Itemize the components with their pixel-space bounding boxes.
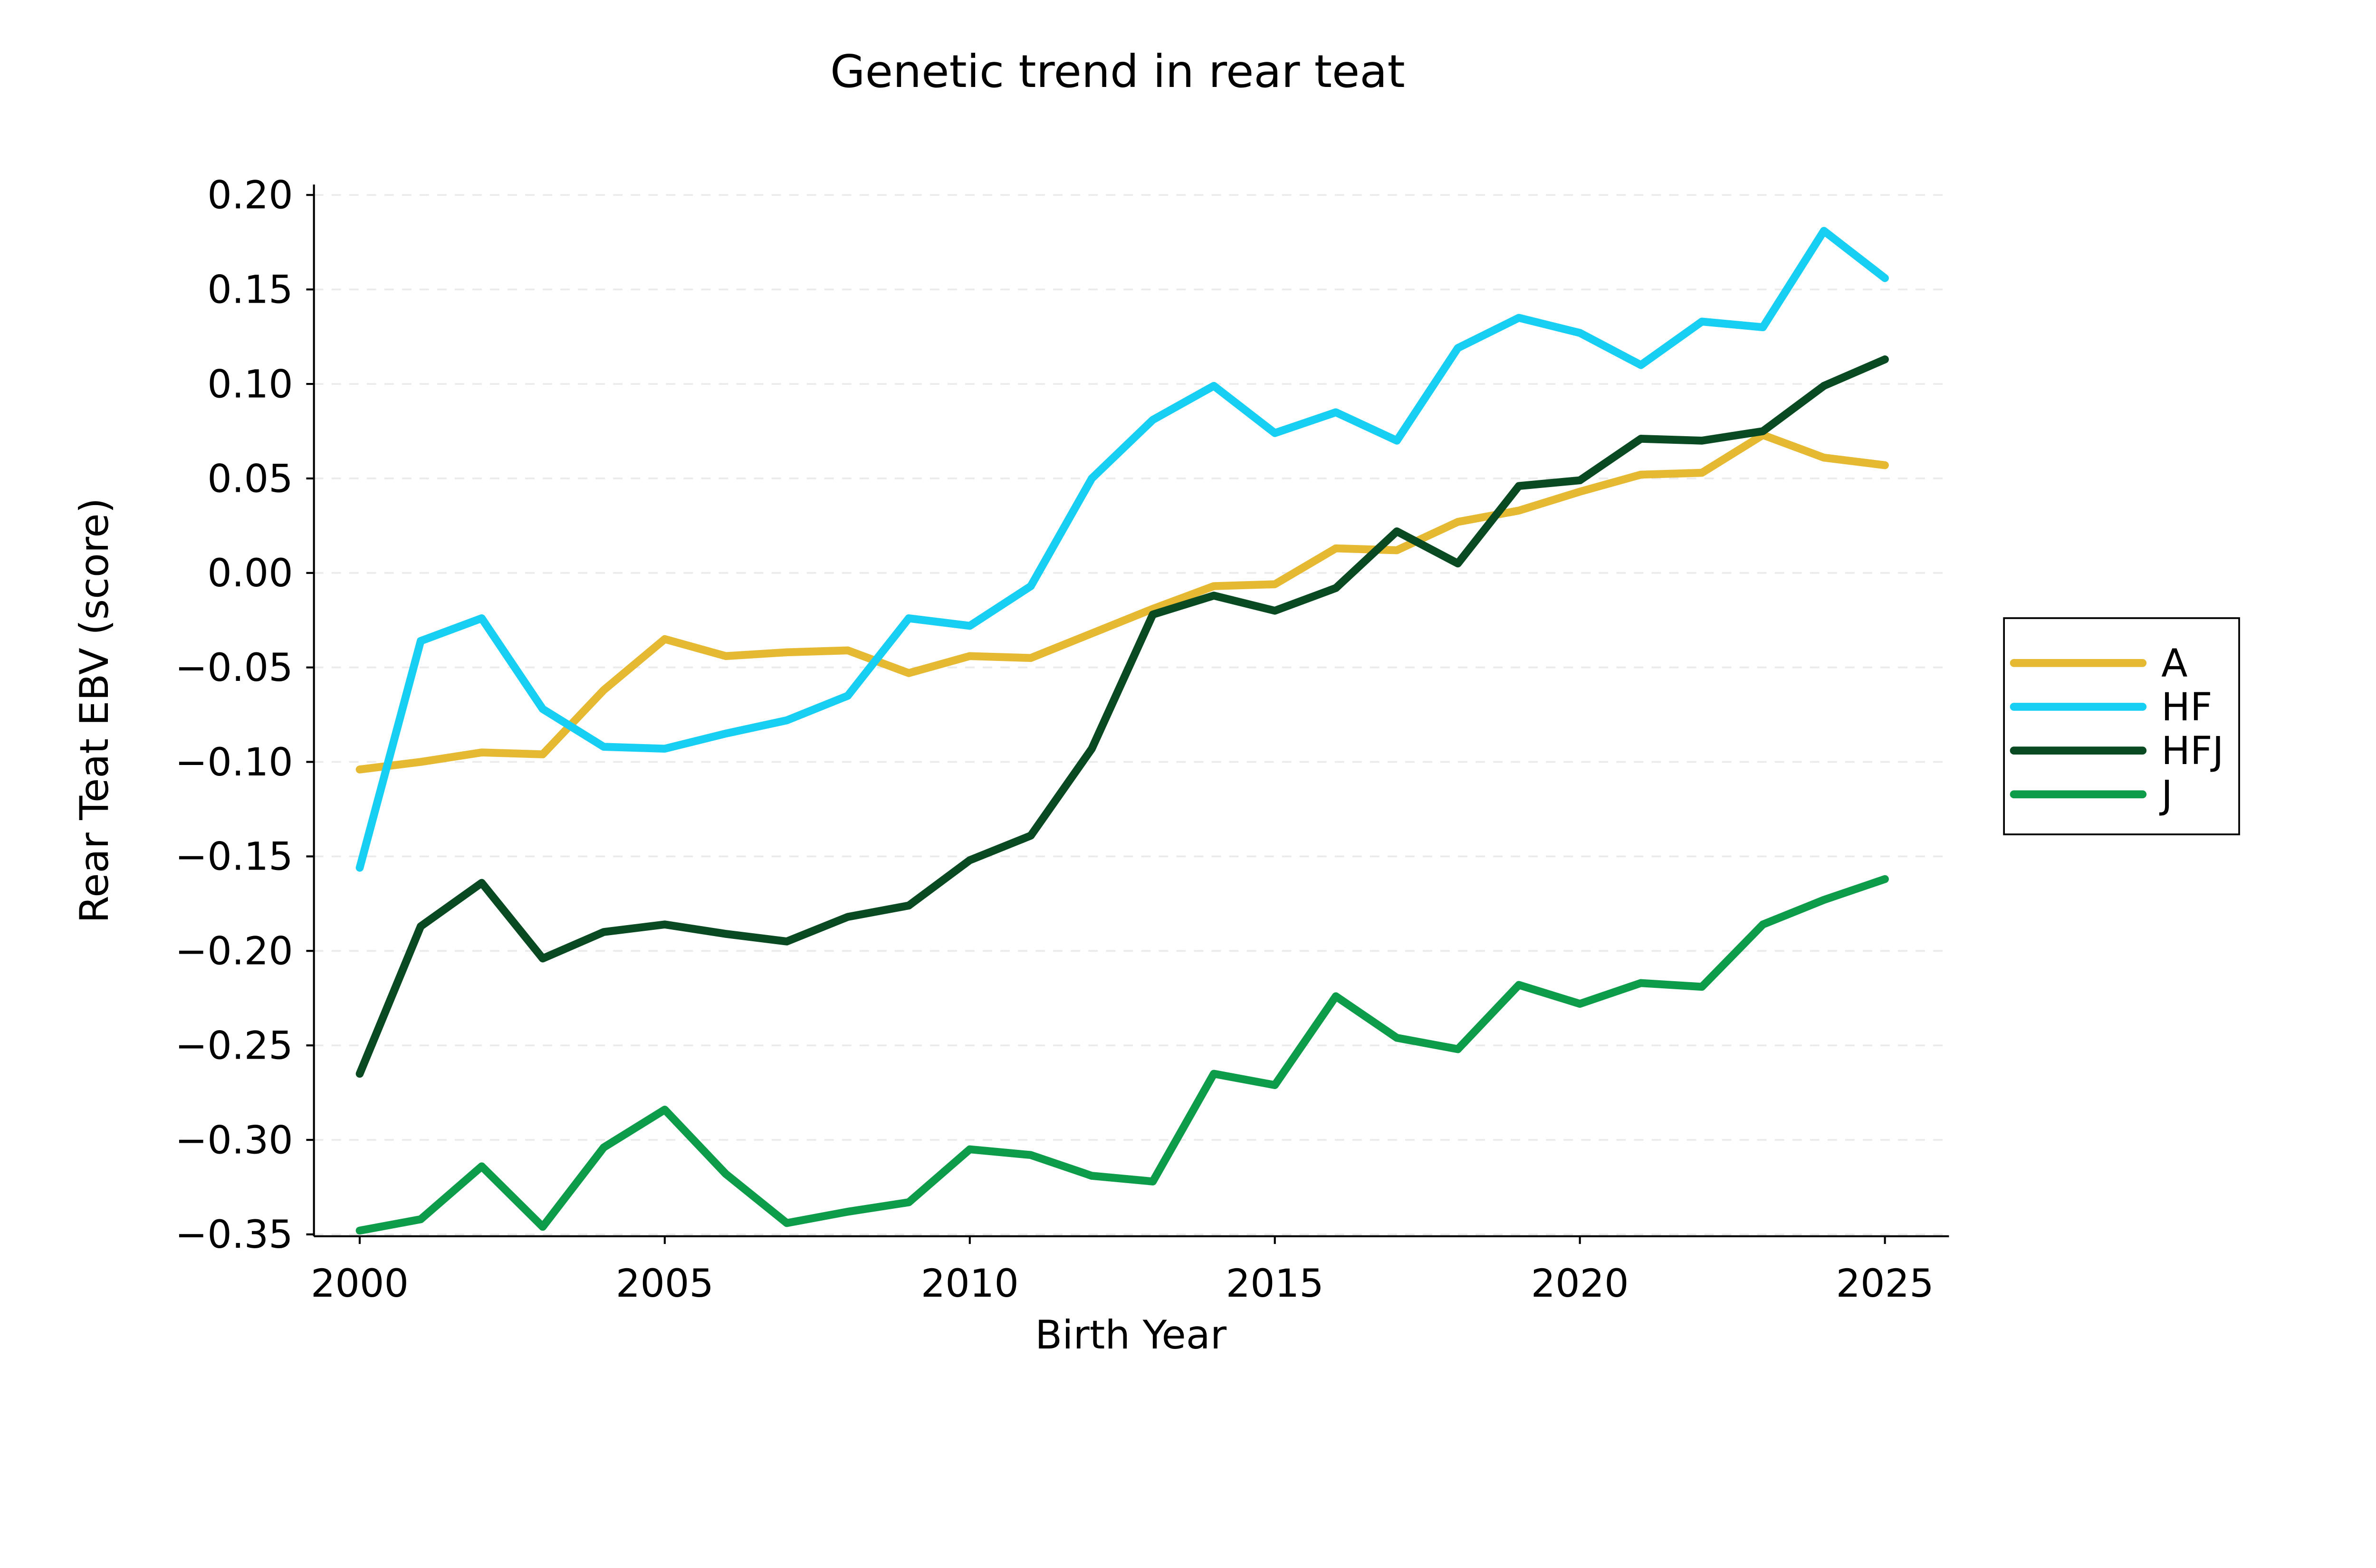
series-line-j <box>355 875 1889 1235</box>
y-tick-label: 0.10 <box>207 362 293 407</box>
x-tick-label: 2005 <box>616 1262 714 1306</box>
series-line-a <box>355 431 1889 774</box>
y-tick-label: −0.05 <box>175 646 293 690</box>
y-tick-label: −0.10 <box>175 740 293 785</box>
legend-item-label-hf: HF <box>2161 685 2213 730</box>
y-tick-label: 0.00 <box>207 551 293 596</box>
y-tick-label: −0.30 <box>175 1118 293 1163</box>
series-line-hfj <box>355 355 1889 1078</box>
legend-item-label-a: A <box>2161 641 2187 686</box>
y-tick-label: −0.15 <box>175 835 293 880</box>
legend-item-label-hfj: HFJ <box>2161 729 2223 774</box>
x-tick-label: 2020 <box>1531 1262 1629 1306</box>
series-line-hf <box>355 227 1889 872</box>
x-tick-label: 2025 <box>1836 1262 1934 1306</box>
y-tick-label: 0.15 <box>207 268 293 313</box>
chart-page: 0.20 0.15 0.10 0.05 0.00 −0.05 −0.10 −0.15 −0.20… <box>71 45 2240 1358</box>
y-tick-label: −0.25 <box>175 1023 293 1068</box>
legend-item-label-j: J <box>2159 773 2173 817</box>
series-layer <box>355 227 1889 1235</box>
axes-layer: 0.20 0.15 0.10 0.05 0.00 −0.05 −0.10 −0.15 −0.20… <box>175 173 1949 1306</box>
y-axis-label: Rear Teat EBV (score) <box>71 498 117 923</box>
x-tick-label: 2000 <box>311 1262 409 1306</box>
x-tick-label: 2010 <box>921 1262 1019 1306</box>
x-tick-label: 2015 <box>1226 1262 1324 1306</box>
genetic-trend-line-chart: 0.20 0.15 0.10 0.05 0.00 −0.05 −0.10 −0.15 −0.20… <box>71 46 2240 1358</box>
labels-layer: Genetic trend in rear teat Birth Year Re… <box>71 46 1405 1358</box>
y-tick-label: 0.20 <box>207 173 293 218</box>
legend-box <box>2003 617 2240 835</box>
y-tick-label: −0.35 <box>175 1213 293 1257</box>
chart-title: Genetic trend in rear teat <box>830 46 1405 98</box>
x-axis-label: Birth Year <box>1035 1312 1227 1358</box>
y-tick-label: −0.20 <box>175 929 293 974</box>
y-tick-label: 0.05 <box>207 457 293 501</box>
